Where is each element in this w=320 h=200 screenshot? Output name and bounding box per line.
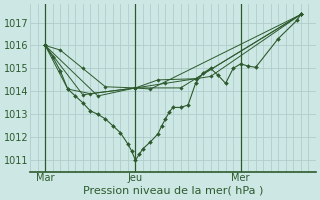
- X-axis label: Pression niveau de la mer( hPa ): Pression niveau de la mer( hPa ): [83, 186, 263, 196]
